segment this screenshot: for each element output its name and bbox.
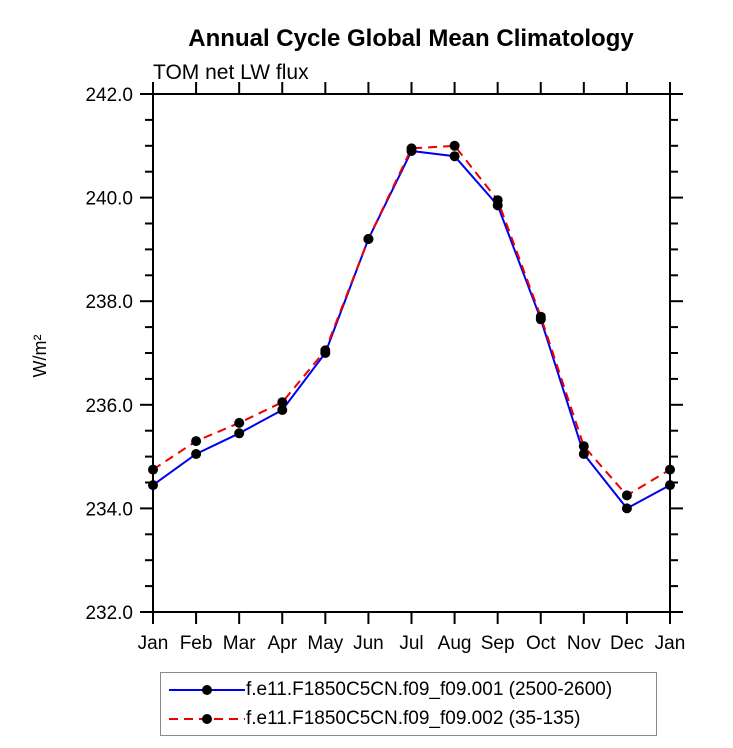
data-point-marker-series-1	[535, 311, 546, 322]
x-tick-label: Apr	[267, 633, 297, 654]
x-tick-label: May	[307, 633, 343, 654]
y-tick-label: 234.0	[85, 499, 133, 520]
x-tick-label: Oct	[526, 633, 556, 654]
x-tick-label: Mar	[223, 633, 256, 654]
data-point-marker-series-1	[406, 143, 417, 154]
y-tick-label: 232.0	[85, 603, 133, 624]
chart-subtitle: TOM net LW flux	[153, 61, 309, 84]
data-point-marker-series-0	[148, 480, 158, 491]
data-point-marker-series-1	[492, 195, 503, 206]
legend-marker-icon	[202, 684, 212, 695]
data-point-marker-series-0	[665, 480, 675, 491]
legend-label-series-002: f.e11.F1850C5CN.f09_f09.002 (35-135)	[246, 707, 581, 729]
data-point-marker-series-0	[621, 503, 632, 514]
data-point-marker-series-0	[234, 428, 245, 439]
legend-item-series-002: f.e11.F1850C5CN.f09_f09.002 (35-135)	[168, 705, 656, 732]
plot-area: 232.0 234.0 236.0 238.0 240.0 242.0 Jan Feb Mar A…	[85, 82, 685, 654]
legend-marker-icon	[202, 713, 212, 724]
data-point-marker-series-1	[363, 234, 374, 244]
x-tick-label: Dec	[610, 633, 644, 654]
data-point-marker-series-1	[234, 417, 245, 428]
legend: f.e11.F1850C5CN.f09_f09.001 (2500-2600) …	[160, 672, 657, 736]
data-point-marker-series-1	[665, 464, 675, 475]
data-point-marker-series-0	[277, 405, 288, 415]
legend-line-sample-dashed	[169, 713, 245, 724]
chart-title: Annual Cycle Global Mean Climatology	[188, 25, 634, 52]
data-point-marker-series-0	[191, 449, 202, 459]
x-tick-label: Feb	[180, 633, 213, 654]
data-point-marker-series-1	[449, 140, 460, 151]
series-line-1	[152, 144, 671, 497]
x-tick-label: Sep	[481, 633, 515, 654]
y-tick-label: 240.0	[85, 189, 133, 210]
plot-frame	[152, 93, 671, 613]
legend-line-sample-solid	[169, 684, 245, 695]
y-axis-label: W/m²	[30, 335, 50, 378]
x-tick-label: Jun	[353, 633, 384, 654]
x-tick-label: Aug	[438, 633, 472, 654]
legend-label-series-001: f.e11.F1850C5CN.f09_f09.001 (2500-2600)	[246, 678, 613, 700]
x-tick-label: Nov	[567, 633, 601, 654]
data-point-marker-series-1	[621, 490, 632, 501]
data-point-marker-series-0	[578, 449, 589, 459]
legend-item-series-001: f.e11.F1850C5CN.f09_f09.001 (2500-2600)	[168, 676, 656, 703]
x-tick-label: Jan	[138, 633, 169, 654]
data-point-marker-series-1	[578, 441, 589, 452]
x-tick-label: Jul	[399, 633, 423, 654]
x-tick-label: Jan	[655, 633, 686, 654]
data-point-marker-series-1	[277, 397, 288, 408]
y-tick-label: 236.0	[85, 396, 133, 417]
data-point-marker-series-1	[320, 345, 331, 356]
y-tick-label: 242.0	[85, 85, 133, 106]
data-point-marker-series-1	[148, 464, 158, 475]
data-point-marker-series-1	[191, 436, 202, 447]
y-tick-label: 238.0	[85, 292, 133, 313]
data-point-marker-series-0	[449, 151, 460, 162]
